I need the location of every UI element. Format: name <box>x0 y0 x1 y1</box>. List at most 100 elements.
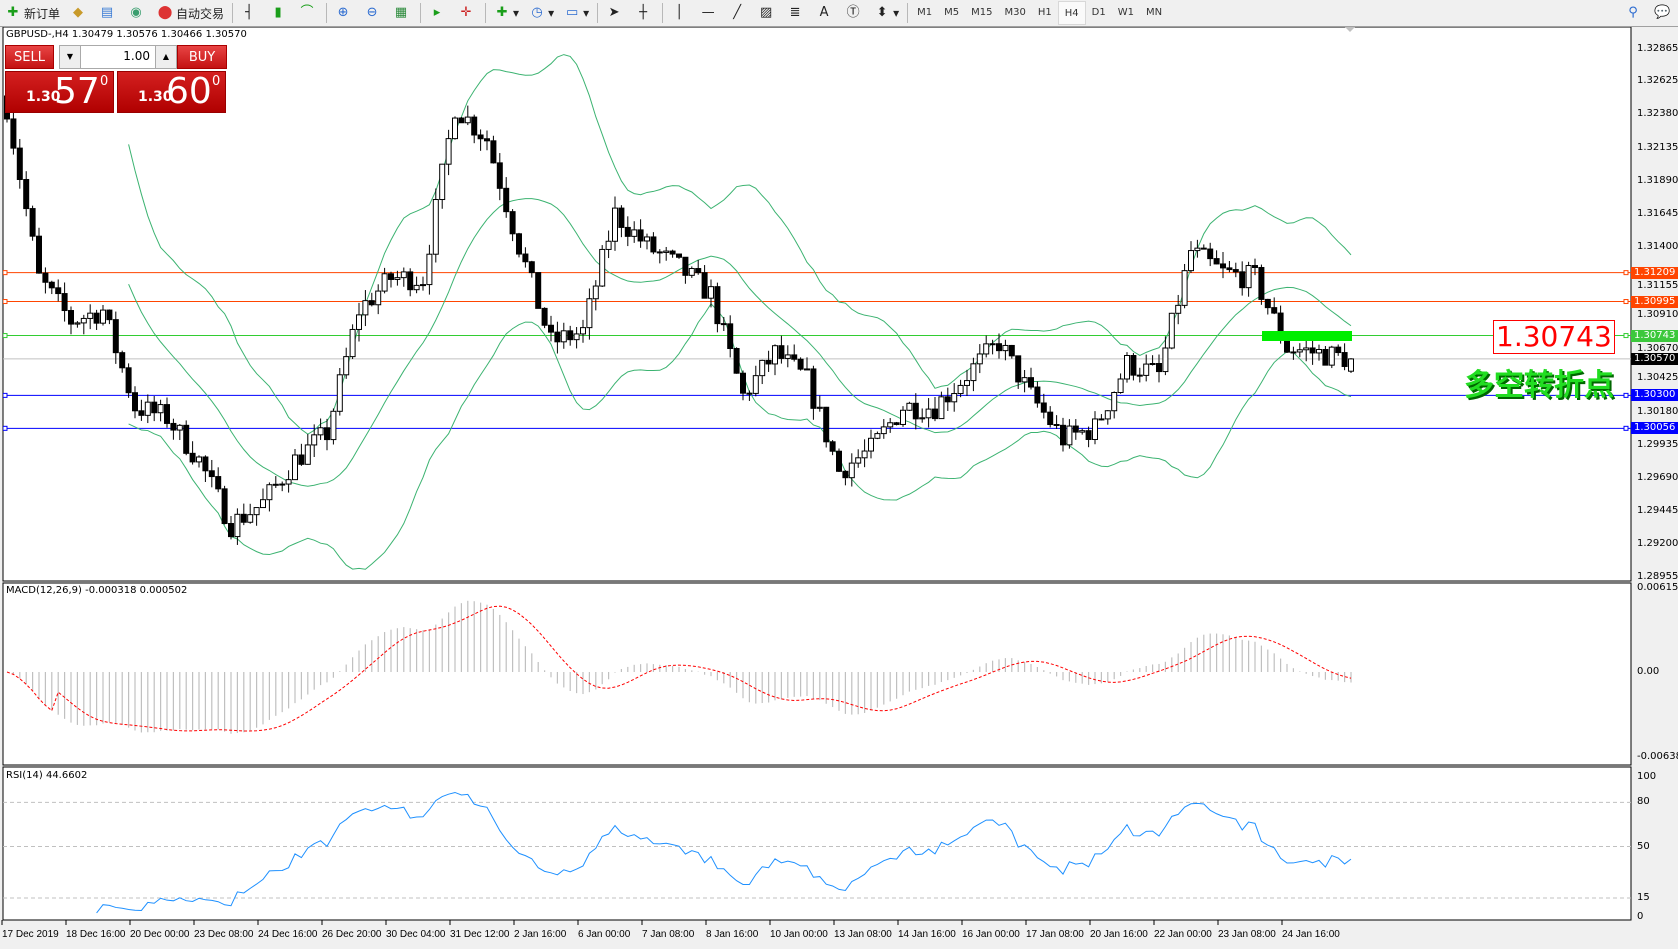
level-handle <box>1623 299 1629 305</box>
candle <box>1226 267 1233 271</box>
candle <box>1098 418 1105 421</box>
periods-button[interactable]: ◷ ▾ <box>524 2 559 24</box>
timeframe-m30[interactable]: M30 <box>1004 6 1026 18</box>
market-watch-button[interactable]: ◆ <box>65 2 94 24</box>
candle <box>746 392 753 395</box>
chat-button[interactable]: 💬 <box>1649 2 1678 24</box>
horizontal-line-button[interactable]: — <box>695 2 724 24</box>
candle <box>16 147 23 180</box>
candle <box>368 300 375 306</box>
main-chart-layer <box>3 54 1631 570</box>
candlestick-button[interactable]: ▮ <box>265 2 294 24</box>
lot-decrease-button[interactable]: ▼ <box>60 46 81 68</box>
indicators-button[interactable]: ✚ ▾ <box>489 2 524 24</box>
candle <box>1028 377 1034 388</box>
vertical-line-button[interactable]: │ <box>666 2 695 24</box>
buy-button[interactable]: BUY <box>177 45 227 69</box>
level-handle <box>1623 333 1629 339</box>
candle <box>445 138 452 165</box>
price-axis-label: 1.28955 <box>1637 571 1678 582</box>
lot-increase-button[interactable]: ▲ <box>155 46 176 68</box>
price-axis-label: 1.29690 <box>1637 471 1678 483</box>
candle <box>695 268 702 274</box>
candle <box>266 484 273 501</box>
candle <box>727 323 734 349</box>
auto-trading-button[interactable]: ⬤ 自动交易 <box>157 5 225 21</box>
candle <box>791 354 798 360</box>
timeframe-m1[interactable]: M1 <box>917 6 933 18</box>
data-window-button[interactable]: ▤ <box>94 2 123 24</box>
trendline-icon: ╱ <box>733 5 742 20</box>
timeframe-m15[interactable]: M15 <box>971 6 993 18</box>
cursor-button[interactable]: ➤ <box>601 2 630 24</box>
timeframe-d1[interactable]: D1 <box>1091 6 1106 18</box>
navigator-icon: ◉ <box>130 5 142 20</box>
navigator-button[interactable]: ◉ <box>123 2 152 24</box>
price-annotation-box[interactable]: 1.30743 <box>1493 320 1615 354</box>
timeframe-m5[interactable]: M5 <box>944 6 960 18</box>
arrows-button[interactable]: ⬍ ▾ <box>869 2 904 24</box>
buy-price-pips: 60 <box>166 71 212 112</box>
timeframe-mn[interactable]: MN <box>1145 6 1163 18</box>
candle <box>631 229 638 237</box>
crosshair-button[interactable]: ┼ <box>630 2 659 24</box>
sell-price[interactable]: 1.30 57 0 <box>5 71 114 113</box>
candle <box>144 401 151 416</box>
candle <box>477 134 484 140</box>
candle <box>893 422 900 425</box>
candle <box>260 499 266 509</box>
search-button[interactable]: ⚲ <box>1620 2 1649 24</box>
candle <box>624 226 631 237</box>
autoscroll-button[interactable]: ▸ <box>424 2 453 24</box>
trendline-button[interactable]: ╱ <box>724 2 753 24</box>
price-axis-label: 1.29200 <box>1637 537 1678 549</box>
candle <box>1290 351 1297 354</box>
text-button[interactable]: A <box>811 2 840 24</box>
candle <box>772 345 778 365</box>
time-axis-label: 30 Dec 04:00 <box>386 929 446 940</box>
time-axis-label: 31 Dec 12:00 <box>450 929 510 940</box>
candle <box>887 422 894 428</box>
timeframe-h4[interactable]: H4 <box>1057 1 1086 25</box>
time-axis-label: 14 Jan 16:00 <box>898 929 956 940</box>
candle <box>900 409 906 425</box>
templates-button[interactable]: ▭ ▾ <box>565 5 590 20</box>
candle <box>663 250 670 253</box>
lot-size-field[interactable]: ▼ 1.00 ▲ <box>59 45 177 69</box>
text-label-button[interactable]: Ⓣ <box>840 2 869 24</box>
candle <box>983 343 990 355</box>
buy-price[interactable]: 1.30 60 0 <box>117 71 226 113</box>
lot-value: 1.00 <box>123 49 150 63</box>
timeframe-h1[interactable]: H1 <box>1037 6 1052 18</box>
candle <box>720 323 727 326</box>
candle <box>868 437 874 452</box>
separator <box>662 3 664 23</box>
separator <box>597 3 599 23</box>
tile-windows-button[interactable]: ▦ <box>388 2 417 24</box>
timeframe-w1[interactable]: W1 <box>1117 6 1134 18</box>
candle <box>1085 430 1092 440</box>
candle <box>1303 347 1310 351</box>
candle <box>452 117 458 140</box>
time-axis-label: 6 Jan 00:00 <box>578 929 631 940</box>
data-window-icon: ▤ <box>100 5 114 20</box>
new-order-button[interactable]: ✚ 新订单 <box>0 2 65 24</box>
cursor-icon: ➤ <box>608 5 620 20</box>
candle <box>202 456 209 472</box>
sell-button[interactable]: SELL <box>5 45 54 69</box>
chart-shift-button[interactable]: ✛ <box>453 2 482 24</box>
candle <box>874 433 881 439</box>
fibonacci-button[interactable]: ≣ <box>782 2 811 24</box>
chart-canvas[interactable] <box>0 27 1678 949</box>
zoom-in-button[interactable]: ⊕ <box>330 2 359 24</box>
text-label-icon: Ⓣ <box>846 5 860 20</box>
line-chart-button[interactable]: ⌒ <box>294 2 323 24</box>
bar-chart-button[interactable]: ┤ <box>236 2 265 24</box>
candle <box>516 233 522 255</box>
candle <box>87 312 94 319</box>
candle <box>1296 349 1303 353</box>
reversal-point-text[interactable]: 多空转折点 <box>1464 368 1614 403</box>
zoom-out-button[interactable]: ⊖ <box>359 2 388 24</box>
equidistant-channel-button[interactable]: ▨ <box>753 2 782 24</box>
time-axis-label: 10 Jan 00:00 <box>770 929 828 940</box>
